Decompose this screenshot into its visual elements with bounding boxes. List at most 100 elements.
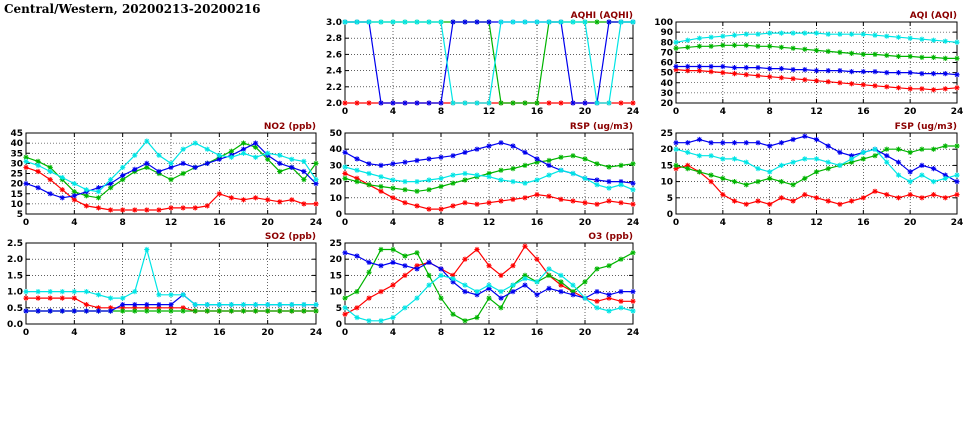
svg-text:NO2 (ppb): NO2 (ppb) <box>264 122 316 132</box>
svg-text:10: 10 <box>329 288 342 298</box>
svg-text:2.0: 2.0 <box>326 99 342 109</box>
chart-canvas-rsp: 0 4 8 12 16 20 24 0 10 20 30 40 50 RSP (ug/m3) <box>329 122 639 228</box>
svg-text:45: 45 <box>10 129 23 139</box>
svg-text:24: 24 <box>951 107 963 117</box>
svg-text:5: 5 <box>17 210 23 220</box>
svg-text:4: 4 <box>720 107 726 117</box>
svg-text:12: 12 <box>483 328 496 338</box>
svg-text:RSP (ug/m3): RSP (ug/m3) <box>570 122 633 132</box>
svg-text:12: 12 <box>810 107 823 117</box>
svg-text:O3 (ppb): O3 (ppb) <box>588 232 633 242</box>
series-green-markers <box>673 42 960 61</box>
svg-text:20: 20 <box>10 180 23 190</box>
series-red-markers <box>23 164 319 213</box>
series-cyan-markers <box>342 19 636 106</box>
series-green-markers <box>23 140 319 201</box>
series-green-markers <box>342 19 636 106</box>
series-cyan-markers <box>673 146 960 185</box>
svg-text:20: 20 <box>579 107 592 117</box>
svg-text:AQI (AQI): AQI (AQI) <box>910 11 957 21</box>
svg-text:4: 4 <box>71 328 77 338</box>
svg-text:FSP (ug/m3): FSP (ug/m3) <box>895 122 957 132</box>
svg-text:24: 24 <box>627 107 639 117</box>
svg-text:0.5: 0.5 <box>7 304 23 314</box>
svg-text:15: 15 <box>329 271 342 281</box>
svg-text:20: 20 <box>261 218 274 228</box>
chart-canvas-aqhi: 0 4 8 12 16 20 24 2.0 2.2 2.4 2.6 2.8 3.0 AQHI (AQHI) <box>326 11 639 117</box>
chart-no2: 0 4 8 12 16 20 24 5 10 15 20 25 30 35 40 45 NO2 (ppb) <box>0 117 322 229</box>
svg-text:12: 12 <box>165 328 178 338</box>
svg-text:15: 15 <box>10 190 23 200</box>
svg-text:20: 20 <box>579 218 592 228</box>
svg-text:15: 15 <box>660 161 673 171</box>
svg-text:16: 16 <box>857 107 870 117</box>
svg-text:12: 12 <box>165 218 178 228</box>
svg-text:24: 24 <box>310 218 322 228</box>
svg-text:2.4: 2.4 <box>326 67 342 77</box>
svg-text:SO2 (ppb): SO2 (ppb) <box>265 232 316 242</box>
svg-text:90: 90 <box>660 28 673 38</box>
svg-text:40: 40 <box>329 145 342 155</box>
svg-text:3.0: 3.0 <box>326 18 342 28</box>
svg-text:0: 0 <box>667 210 673 220</box>
svg-text:12: 12 <box>483 218 496 228</box>
chart-canvas-o3: 0 4 8 12 16 20 24 0 5 10 15 20 25 O3 (ppb) <box>329 232 639 338</box>
svg-text:8: 8 <box>438 107 444 117</box>
svg-text:1.0: 1.0 <box>7 288 23 298</box>
series-blue-markers <box>342 250 636 301</box>
svg-text:0: 0 <box>336 320 342 330</box>
chart-fsp: 0 4 8 12 16 20 24 0 5 10 15 20 25 FSP (ug/m3) <box>650 117 963 229</box>
svg-text:20: 20 <box>329 178 342 188</box>
svg-text:8: 8 <box>438 328 444 338</box>
svg-text:0: 0 <box>23 328 29 338</box>
svg-text:50: 50 <box>660 69 673 79</box>
svg-text:16: 16 <box>531 218 544 228</box>
svg-text:5: 5 <box>667 194 673 204</box>
chart-canvas-fsp: 0 4 8 12 16 20 24 0 5 10 15 20 25 FSP (ug/m3) <box>660 122 963 228</box>
svg-text:10: 10 <box>660 178 673 188</box>
svg-text:20: 20 <box>660 99 673 109</box>
svg-text:1.5: 1.5 <box>7 271 23 281</box>
svg-text:8: 8 <box>438 218 444 228</box>
svg-text:100: 100 <box>654 18 673 28</box>
chart-aqhi: 0 4 8 12 16 20 24 2.0 2.2 2.4 2.6 2.8 3.0 AQHI (AQHI) <box>319 6 639 118</box>
svg-text:0: 0 <box>342 218 348 228</box>
series-blue-markers <box>342 19 636 106</box>
svg-text:20: 20 <box>261 328 274 338</box>
svg-text:0.0: 0.0 <box>7 320 23 330</box>
series-cyan-markers <box>342 266 636 324</box>
chart-o3: 0 4 8 12 16 20 24 0 5 10 15 20 25 O3 (ppb) <box>319 227 639 339</box>
svg-text:30: 30 <box>660 89 673 99</box>
svg-text:24: 24 <box>627 328 639 338</box>
series-cyan-markers <box>673 30 960 45</box>
svg-text:16: 16 <box>531 107 544 117</box>
svg-text:5: 5 <box>336 304 342 314</box>
svg-text:30: 30 <box>329 161 342 171</box>
svg-text:50: 50 <box>329 129 342 139</box>
svg-text:16: 16 <box>213 328 226 338</box>
svg-text:24: 24 <box>951 218 963 228</box>
svg-text:16: 16 <box>213 218 226 228</box>
chart-rsp: 0 4 8 12 16 20 24 0 10 20 30 40 50 RSP (ug/m3) <box>319 117 639 229</box>
svg-text:30: 30 <box>10 159 23 169</box>
svg-text:25: 25 <box>10 170 23 180</box>
chart-so2: 0 4 8 12 16 20 24 0.0 0.5 1.0 1.5 2.0 2.5 SO2 (ppb) <box>0 227 322 339</box>
series-cyan-markers <box>23 246 319 308</box>
series-cyan-markers <box>342 164 636 193</box>
chart-aqi: 0 4 8 12 16 20 24 20 30 40 50 60 70 80 90 100 AQI (AQI) <box>650 6 963 118</box>
svg-text:40: 40 <box>660 79 673 89</box>
series-cyan-markers <box>23 138 319 195</box>
svg-text:24: 24 <box>310 328 322 338</box>
svg-text:0: 0 <box>336 210 342 220</box>
svg-text:2.2: 2.2 <box>326 83 342 93</box>
series-blue-markers <box>23 140 319 201</box>
svg-text:0: 0 <box>342 107 348 117</box>
svg-text:10: 10 <box>329 194 342 204</box>
chart-canvas-so2: 0 4 8 12 16 20 24 0.0 0.5 1.0 1.5 2.0 2.5 SO2 (ppb) <box>7 232 322 338</box>
svg-text:0: 0 <box>673 218 679 228</box>
svg-text:20: 20 <box>329 255 342 265</box>
svg-text:24: 24 <box>627 218 639 228</box>
svg-text:4: 4 <box>720 218 726 228</box>
